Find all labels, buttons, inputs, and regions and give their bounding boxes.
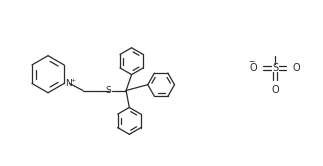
Text: +: + <box>70 78 76 83</box>
Text: O: O <box>250 63 257 73</box>
Text: O: O <box>271 85 279 95</box>
Text: S: S <box>272 63 278 73</box>
Text: N: N <box>65 79 71 88</box>
Text: O: O <box>293 63 300 73</box>
Text: −: − <box>248 58 255 67</box>
Text: S: S <box>106 86 111 95</box>
